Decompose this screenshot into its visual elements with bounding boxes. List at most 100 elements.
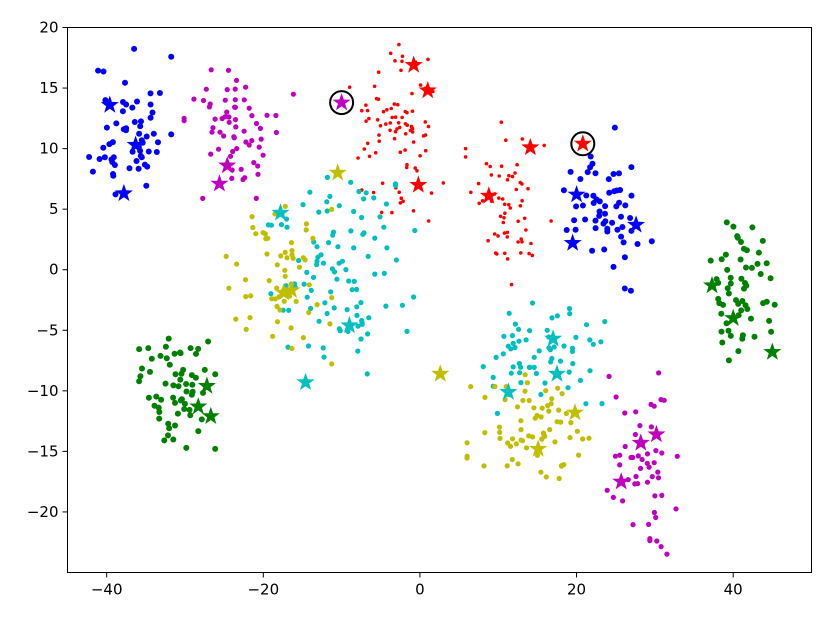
scatter-point — [240, 176, 246, 183]
scatter-point — [243, 294, 249, 300]
scatter-point — [635, 481, 641, 487]
star-marker — [529, 439, 548, 457]
scatter-point — [410, 109, 415, 113]
scatter-point — [742, 280, 748, 286]
star-marker — [724, 308, 743, 326]
scatter-point — [554, 419, 560, 425]
scatter-point — [523, 337, 529, 343]
scatter-point — [618, 213, 624, 220]
scatter-point — [120, 99, 126, 105]
scatter-point — [354, 286, 360, 292]
scatter-point — [296, 257, 302, 264]
scatter-point — [375, 118, 380, 122]
scatter-point — [100, 68, 107, 75]
scatter-point — [156, 90, 163, 96]
scatter-point — [628, 192, 635, 199]
scatter-point — [103, 124, 110, 131]
scatter-point — [397, 42, 401, 47]
scatter-point — [358, 336, 364, 342]
scatter-point — [531, 405, 537, 411]
scatter-point — [655, 469, 661, 475]
scatter-point — [572, 226, 579, 233]
scatter-point — [509, 333, 515, 339]
scatter-point — [251, 160, 257, 166]
scatter-point — [170, 394, 177, 401]
scatter-point — [365, 108, 370, 113]
scatter-point — [725, 327, 732, 334]
scatter-point — [505, 230, 510, 235]
scatter-point — [172, 371, 179, 378]
scatter-point — [177, 349, 183, 356]
scatter-point — [147, 368, 153, 375]
scatter-point — [134, 98, 140, 105]
scatter-point — [290, 255, 296, 261]
scatter-point — [589, 160, 596, 167]
scatter-point — [315, 254, 321, 260]
scatter-point — [520, 198, 524, 203]
scatter-point — [522, 216, 527, 221]
scatter-point — [137, 123, 144, 130]
scatter-point — [571, 217, 578, 224]
scatter-point — [348, 228, 354, 234]
scatter-point — [563, 410, 569, 417]
scatter-point — [289, 345, 295, 351]
scatter-point — [718, 328, 725, 335]
scatter-point — [565, 385, 571, 391]
scatter-point — [566, 306, 573, 312]
scatter-point — [329, 266, 335, 272]
scatter-point — [606, 373, 612, 379]
scatter-point — [141, 161, 148, 168]
scatter-point — [388, 121, 393, 125]
scatter-point — [493, 354, 499, 360]
scatter-point — [316, 209, 322, 215]
scatter-point — [596, 208, 603, 215]
scatter-point — [301, 281, 307, 287]
scatter-point — [522, 372, 528, 378]
highlight-circle — [329, 90, 355, 116]
scatter-point — [637, 465, 644, 471]
scatter-point — [602, 203, 609, 210]
scatter-point — [418, 83, 423, 87]
scatter-point — [673, 506, 679, 512]
scatter-point — [518, 427, 524, 433]
scatter-point — [367, 154, 372, 159]
scatter-point — [304, 294, 310, 300]
scatter-point — [531, 364, 537, 370]
scatter-point — [426, 124, 431, 129]
scatter-point — [293, 298, 299, 304]
scatter-point — [514, 187, 519, 192]
scatter-point — [178, 396, 185, 403]
scatter-point — [288, 240, 295, 246]
scatter-point — [209, 129, 215, 135]
scatter-point — [274, 319, 281, 325]
scatter-point — [568, 420, 574, 426]
scatter-point — [371, 195, 377, 201]
scatter-point — [520, 397, 526, 403]
scatter-point — [153, 393, 160, 400]
scatter-point — [735, 300, 742, 307]
scatter-point — [516, 326, 522, 332]
scatter-point — [392, 136, 397, 141]
scatter-point — [722, 251, 729, 258]
scatter-point — [539, 436, 545, 442]
scatter-point — [738, 239, 744, 245]
scatter-point — [403, 132, 408, 136]
scatter-point — [583, 322, 590, 328]
scatter-point — [180, 366, 187, 373]
star-marker — [479, 186, 498, 204]
scatter-point — [589, 247, 596, 254]
scatter-point — [393, 129, 398, 134]
scatter-point — [221, 133, 227, 139]
scatter-point — [653, 448, 659, 454]
scatter-point — [656, 370, 662, 376]
scatter-point — [587, 368, 593, 374]
scatter-point — [518, 437, 524, 443]
scatter-point — [395, 127, 399, 131]
scatter-point — [593, 196, 600, 203]
scatter-point — [148, 355, 155, 362]
star-marker — [282, 280, 301, 298]
scatter-point — [156, 409, 163, 415]
scatter-point — [610, 263, 617, 270]
scatter-point — [365, 253, 371, 259]
